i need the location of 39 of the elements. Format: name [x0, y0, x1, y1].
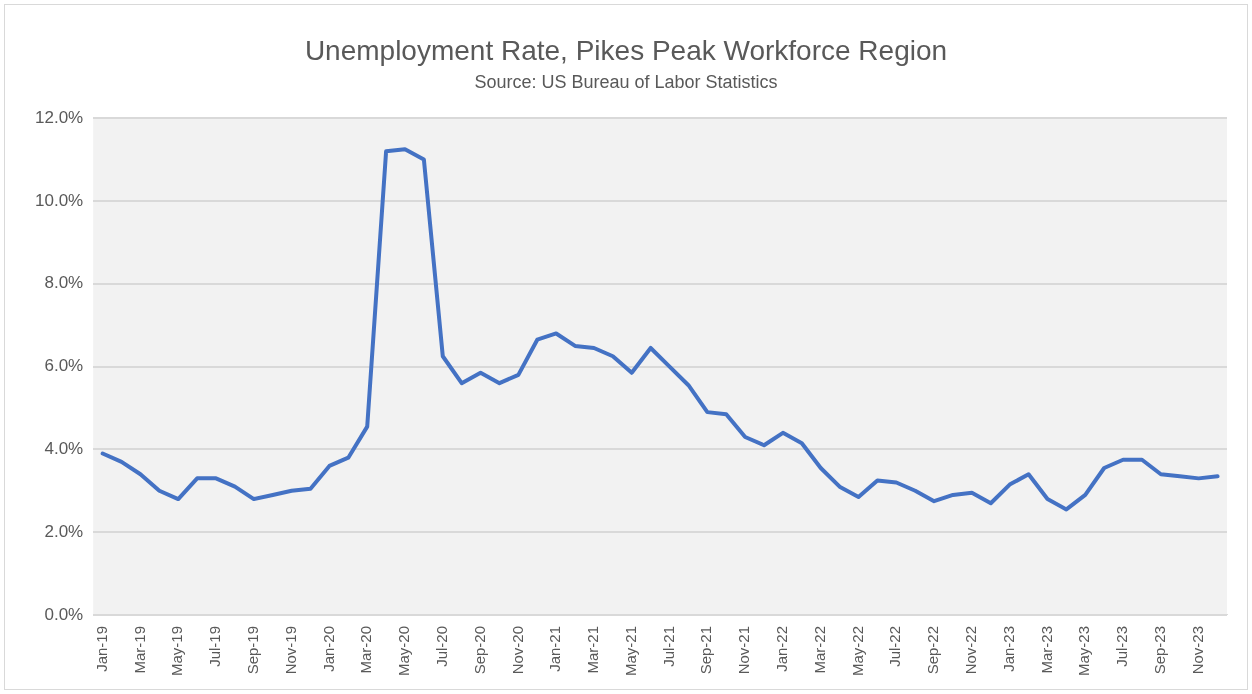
- x-tick-label: Sep-19: [243, 625, 261, 675]
- x-tick-label: Jan-20: [319, 625, 337, 672]
- x-tick-label: Nov-23: [1188, 625, 1206, 675]
- x-tick-label: Mar-20: [357, 625, 375, 674]
- x-tick-label: Jul-23: [1113, 625, 1131, 667]
- x-tick-label: Jan-19: [92, 625, 110, 672]
- x-tick-label: Nov-20: [508, 625, 526, 675]
- x-tick-label: May-22: [848, 625, 866, 677]
- x-tick-label: Mar-19: [130, 625, 148, 674]
- x-tick-label: Nov-19: [281, 625, 299, 675]
- x-tick-label: Mar-23: [1037, 625, 1055, 674]
- x-tick-label: Jul-19: [206, 625, 224, 667]
- x-tick-label: Mar-22: [810, 625, 828, 674]
- x-tick-label: Sep-20: [470, 625, 488, 675]
- y-tick-label: 12.0%: [35, 107, 84, 127]
- x-tick-label: Sep-23: [1151, 625, 1168, 675]
- x-tick-label: Nov-22: [962, 625, 980, 675]
- x-tick-label: May-21: [621, 625, 639, 677]
- chart-title: Unemployment Rate, Pikes Peak Workforce Region: [304, 34, 948, 66]
- y-tick-label: 8.0%: [44, 273, 84, 293]
- x-tick-label: Sep-21: [697, 625, 715, 675]
- y-tick-label: 10.0%: [35, 190, 84, 210]
- x-tick-label: Jan-21: [546, 625, 564, 672]
- x-tick-label: Nov-21: [735, 625, 753, 675]
- y-tick-label: 6.0%: [44, 356, 84, 376]
- x-tick-label: Jan-23: [999, 625, 1017, 672]
- x-tick-label: Jul-21: [659, 625, 677, 667]
- x-tick-label: May-23: [1075, 625, 1093, 677]
- x-tick-label: May-20: [395, 625, 413, 677]
- x-tick-label: May-19: [168, 625, 186, 677]
- x-tick-label: Jul-20: [432, 625, 450, 667]
- x-tick-label: Sep-22: [924, 625, 942, 675]
- chart-subtitle: Source: US Bureau of Labor Statistics: [474, 72, 778, 93]
- x-tick-label: Jan-22: [773, 625, 791, 672]
- y-tick-label: 2.0%: [44, 521, 84, 541]
- x-tick-label: Mar-21: [584, 625, 602, 674]
- x-tick-label: Jul-22: [886, 625, 904, 667]
- y-tick-label: 4.0%: [44, 439, 84, 459]
- y-tick-label: 0.0%: [44, 604, 84, 624]
